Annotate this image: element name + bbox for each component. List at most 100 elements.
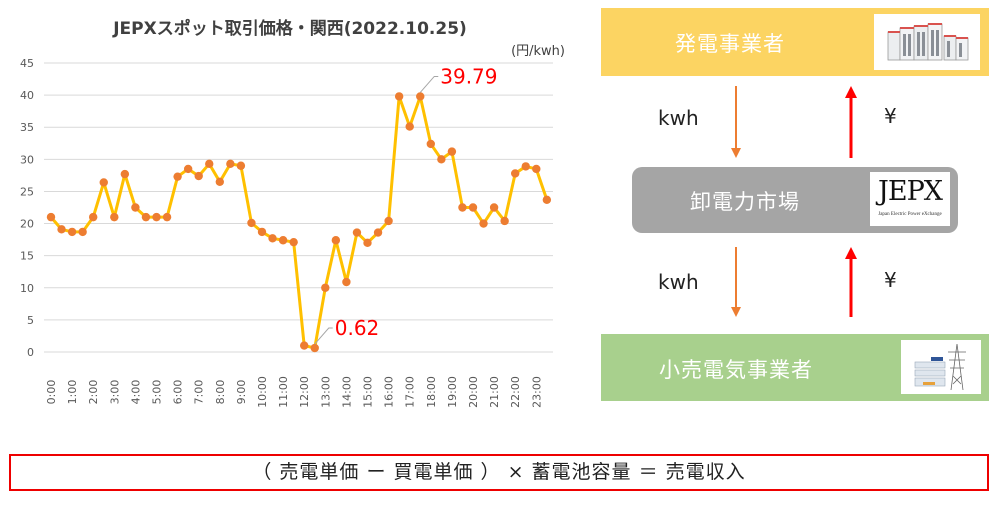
y-tick-label: 40 <box>20 89 34 102</box>
x-tick-label: 4:00 <box>129 380 142 405</box>
data-point-marker <box>110 212 119 222</box>
y-tick-label: 15 <box>20 250 34 263</box>
x-tick-label: 2:00 <box>87 380 100 405</box>
data-point-marker <box>278 236 288 245</box>
data-point-marker <box>89 212 98 222</box>
y-tick-label: 45 <box>20 57 34 70</box>
x-tick-label: 16:00 <box>383 376 396 408</box>
x-tick-label: 12:00 <box>298 376 311 408</box>
generator-box: 発電事業者 <box>601 8 989 76</box>
data-point-marker <box>300 341 309 350</box>
x-tick-label: 3:00 <box>108 380 121 405</box>
data-point-marker <box>141 212 151 222</box>
market-label: 卸電力市場 <box>690 190 800 214</box>
data-point-marker <box>363 238 372 248</box>
chart-annotations: 39.79 0.62 <box>314 64 498 345</box>
generator-label: 発電事業者 <box>675 32 785 56</box>
data-point-marker <box>289 237 298 247</box>
x-tick-label: 1:00 <box>66 380 79 405</box>
data-point-marker <box>205 159 214 169</box>
x-tick-label: 6:00 <box>172 380 185 405</box>
y-axis-ticks: 0 5 10 15 20 25 30 35 40 45 <box>20 57 34 359</box>
x-tick-label: 19:00 <box>446 376 459 408</box>
data-point-marker <box>131 203 140 212</box>
x-tick-label: 23:00 <box>530 376 543 408</box>
x-tick-label: 10:00 <box>256 376 269 408</box>
data-point-marker <box>521 162 530 171</box>
price-line-chart: 0 5 10 15 20 25 30 35 40 45 0:00 1:00 2:00 3:00 4:00 5… <box>20 57 553 408</box>
chart-gridlines <box>44 62 553 353</box>
annotation-leader-line <box>419 75 439 93</box>
data-point-marker <box>215 177 224 187</box>
x-tick-label: 8:00 <box>214 380 227 405</box>
chart-title: JEPXスポット取引価格・関西(2022.10.25) <box>113 19 467 39</box>
data-point-marker <box>532 164 541 174</box>
data-point-marker <box>268 234 277 243</box>
revenue-formula: （ 売電単価 ー 買電単価 ） × 蓄電池容量 ＝ 売電収入 <box>9 454 989 491</box>
x-tick-label: 11:00 <box>277 376 290 408</box>
data-point-marker <box>384 216 393 226</box>
data-point-marker <box>416 92 425 101</box>
data-point-marker <box>405 122 414 131</box>
chart-unit-label: (円/kwh) <box>511 44 565 59</box>
x-tick-label: 18:00 <box>425 376 438 408</box>
retailer-box: 小売電気事業者 <box>601 334 989 401</box>
y-tick-label: 30 <box>20 153 34 166</box>
x-tick-label: 21:00 <box>488 376 501 408</box>
data-point-marker <box>57 225 66 234</box>
formula-text: （ 売電単価 ー 買電単価 ） × 蓄電池容量 ＝ 売電収入 <box>252 461 746 483</box>
y-tick-label: 10 <box>20 282 34 295</box>
x-tick-label: 22:00 <box>509 376 522 408</box>
data-point-marker <box>479 219 488 228</box>
data-point-marker <box>120 169 130 179</box>
flow-label-yen-upper: ¥ <box>884 104 897 128</box>
market-box: 卸電力市場 JEPX Japan Electric Power eXchange <box>632 167 958 233</box>
x-tick-label: 15:00 <box>362 376 375 408</box>
flow-label-kwh-lower: kwh <box>658 270 699 294</box>
jepx-logo-subtitle: Japan Electric Power eXchange <box>878 212 942 217</box>
x-axis-ticks: 0:00 1:00 2:00 3:00 4:00 5:00 6:00 7:00 8:00 9:00… <box>45 376 543 408</box>
annotation-label: 0.62 <box>335 316 380 340</box>
data-point-marker <box>194 171 203 181</box>
data-point-marker <box>173 172 182 181</box>
x-tick-label: 7:00 <box>193 380 206 405</box>
y-tick-label: 35 <box>20 121 34 134</box>
data-point-marker <box>447 147 457 156</box>
data-point-marker <box>458 203 467 212</box>
flow-arrows-lower <box>731 247 857 317</box>
data-point-marker <box>373 228 383 237</box>
x-tick-label: 9:00 <box>235 380 248 405</box>
x-tick-label: 17:00 <box>404 376 417 408</box>
x-tick-label: 20:00 <box>467 376 480 408</box>
data-point-marker <box>437 155 446 164</box>
flow-label-kwh-upper: kwh <box>658 106 699 130</box>
data-point-marker <box>183 164 193 174</box>
jepx-logo: JEPX Japan Electric Power eXchange <box>870 172 950 226</box>
data-point-marker <box>331 236 341 245</box>
data-point-marker <box>236 161 246 170</box>
annotation-leader-line <box>314 327 333 345</box>
data-point-marker <box>342 277 351 287</box>
price-series <box>46 92 552 353</box>
x-tick-label: 14:00 <box>340 376 353 408</box>
data-point-marker <box>67 227 77 237</box>
battery-storage-icon <box>874 14 980 70</box>
data-point-marker <box>78 227 87 237</box>
data-point-marker <box>226 159 235 169</box>
power-tower-icon <box>901 340 981 394</box>
data-point-marker <box>500 216 509 226</box>
data-point-marker <box>352 228 362 237</box>
y-tick-label: 25 <box>20 185 34 198</box>
data-point-marker <box>247 218 256 228</box>
data-point-marker <box>542 195 552 204</box>
annotation-label: 39.79 <box>440 64 497 88</box>
x-tick-label: 5:00 <box>151 380 164 405</box>
flow-label-yen-lower: ¥ <box>884 268 897 292</box>
y-tick-label: 0 <box>27 346 34 359</box>
data-point-marker <box>162 212 172 222</box>
data-point-marker <box>426 139 435 149</box>
data-point-marker <box>46 212 56 222</box>
x-tick-label: 0:00 <box>45 380 58 405</box>
data-point-marker <box>99 178 108 187</box>
jepx-logo-text: JEPX <box>878 176 943 207</box>
